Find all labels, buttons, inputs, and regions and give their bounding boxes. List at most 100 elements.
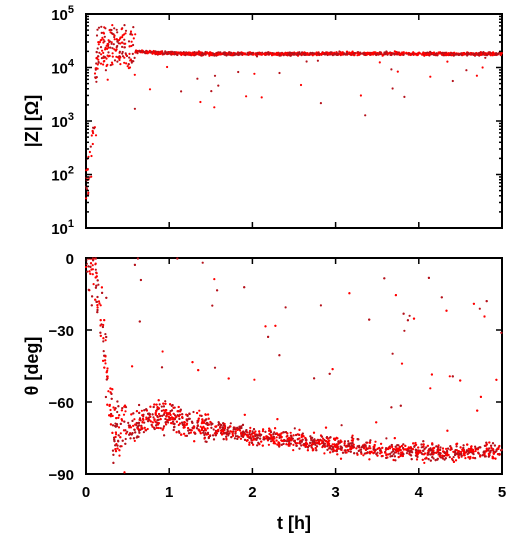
phase-data-point [133, 263, 136, 266]
impedance-data-point [109, 46, 112, 49]
phase-data-point [118, 414, 121, 417]
phase-data-point [387, 453, 390, 456]
phase-data-point [415, 443, 418, 446]
impedance-data-point [116, 40, 119, 43]
phase-data-point [392, 448, 395, 451]
phase-data-point [202, 429, 205, 432]
phase-data-point [104, 339, 107, 342]
impedance-data-point [446, 60, 449, 63]
phase-data-point [183, 432, 186, 435]
impedance-data-point [95, 34, 99, 37]
impedance-data-point [393, 50, 396, 53]
phase-data-point [444, 457, 447, 460]
phase-data-point [381, 446, 384, 449]
phase-data-point [201, 418, 204, 421]
phase-data-point [99, 334, 102, 337]
phase-data-point [96, 304, 99, 307]
impedance-data-point [129, 32, 132, 35]
phase-data-point [179, 410, 182, 413]
phase-data-point [485, 443, 488, 446]
phase-data-point [407, 449, 410, 452]
phase-data-point [320, 435, 323, 438]
time-x-tick-label: 4 [415, 484, 424, 501]
phase-data-point [91, 264, 94, 267]
impedance-data-point [301, 53, 304, 56]
phase-data-point [384, 448, 387, 451]
impedance-data-point [305, 60, 308, 63]
phase-data-point [217, 423, 220, 427]
phase-data-point [175, 420, 178, 423]
phase-data-point [117, 440, 120, 443]
impedance-data-point [104, 69, 107, 72]
phase-data-point [185, 434, 188, 437]
phase-data-point [284, 306, 287, 309]
impedance-data-point [497, 52, 500, 55]
phase-data-point [327, 444, 331, 447]
impedance-data-point [128, 56, 131, 59]
phase-data-point [99, 319, 102, 322]
phase-data-point [470, 449, 474, 453]
impedance-data-point [146, 52, 149, 55]
phase-data-point [348, 445, 351, 448]
phase-data-point [156, 415, 159, 418]
phase-data-point [427, 449, 430, 452]
phase-data-point [164, 421, 167, 424]
phase-data-point [154, 420, 157, 423]
phase-data-point [161, 428, 164, 431]
phase-y-tick-label: −60 [49, 395, 74, 412]
impedance-data-point [491, 54, 494, 57]
phase-data-point [485, 450, 488, 453]
phase-data-point [108, 404, 111, 407]
phase-data-point [332, 448, 335, 451]
impedance-data-point [438, 52, 441, 55]
phase-data-point [238, 425, 241, 428]
impedance-data-point [115, 28, 118, 31]
phase-data-point [250, 441, 254, 444]
impedance-data-point [132, 37, 135, 40]
impedance-data-point [331, 54, 334, 57]
phase-data-point [212, 438, 216, 441]
phase-data-point [252, 437, 255, 440]
phase-data-point [98, 302, 101, 305]
phase-data-point [135, 410, 138, 413]
phase-data-point [401, 454, 404, 458]
phase-data-point [430, 449, 433, 452]
phase-data-point [114, 425, 117, 428]
impedance-data-point [296, 53, 299, 56]
impedance-data-point [120, 41, 124, 44]
phase-data-point [156, 419, 159, 422]
phase-data-point [96, 295, 99, 299]
impedance-data-point [237, 70, 240, 74]
phase-data-point [313, 439, 316, 442]
phase-data-point [190, 429, 193, 432]
phase-data-point [122, 429, 126, 432]
impedance-data-point [106, 54, 109, 57]
phase-data-point [385, 453, 388, 456]
phase-y-ticks: 0 −30 −60 −90 [49, 251, 502, 484]
phase-data-point [193, 440, 196, 443]
impedance-data-point [95, 56, 98, 59]
phase-data-point [368, 318, 371, 321]
impedance-data-point [110, 28, 113, 32]
impedance-data-point [213, 54, 216, 57]
impedance-data-point [106, 42, 109, 46]
phase-data-point [380, 455, 383, 458]
impedance-data-point [444, 53, 447, 56]
impedance-data-point [273, 52, 276, 56]
phase-data-point [232, 428, 235, 431]
phase-data-point [262, 436, 265, 439]
impedance-data-point [134, 33, 137, 36]
phase-data-point [476, 409, 479, 412]
phase-data-point [114, 431, 117, 434]
impedance-y-tick-label: 105 [51, 4, 74, 24]
phase-data-point [353, 452, 356, 455]
phase-data-point [431, 442, 434, 445]
phase-data-point [146, 427, 149, 431]
phase-data-point [280, 443, 283, 446]
phase-data-point [175, 431, 178, 434]
phase-data-point [483, 315, 486, 318]
impedance-data-point [113, 59, 117, 62]
impedance-data-point [118, 50, 121, 53]
phase-data-point [154, 412, 157, 415]
impedance-data-point [245, 95, 248, 98]
